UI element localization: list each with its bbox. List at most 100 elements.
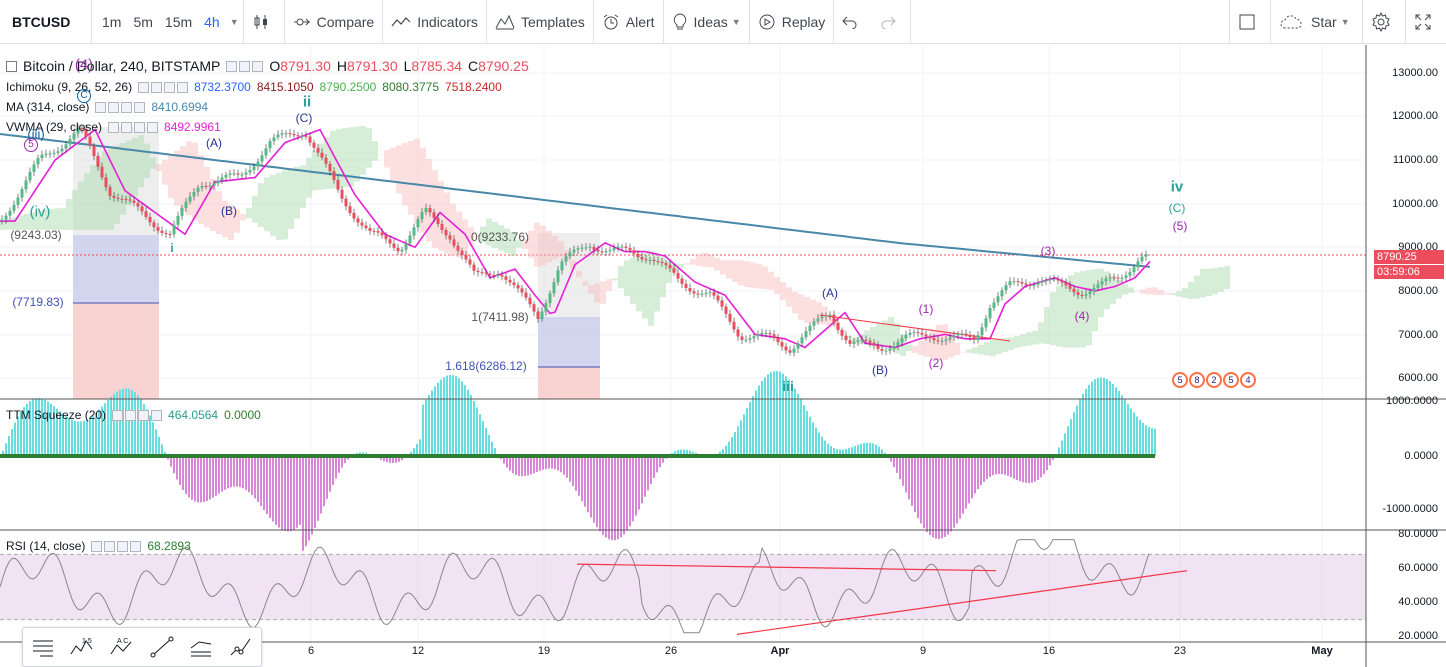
polyline-icon[interactable] xyxy=(188,636,214,658)
squeeze-bar xyxy=(1028,456,1030,484)
squeeze-bar xyxy=(164,451,166,456)
undo-icon xyxy=(842,16,857,29)
squeeze-bar xyxy=(179,456,181,486)
candle-body xyxy=(208,185,212,187)
events-badges[interactable]: 5 8 2 5 4 xyxy=(1172,372,1256,388)
more-icon[interactable] xyxy=(147,121,159,133)
candle-body xyxy=(184,201,188,209)
indicators-button[interactable]: Indicators xyxy=(383,0,487,44)
event-badge[interactable]: 2 xyxy=(1206,372,1222,388)
candle-body xyxy=(564,256,568,262)
rsi-legend[interactable]: RSI (14, close) 68.2893 xyxy=(6,539,191,553)
redo-button[interactable] xyxy=(872,0,912,44)
cloud-segment xyxy=(1152,287,1158,295)
cloud-segment xyxy=(6,219,12,230)
squeeze-bar xyxy=(68,418,70,456)
settings-small-icon[interactable] xyxy=(151,81,163,93)
settings-small-icon[interactable] xyxy=(121,121,133,133)
wave-12345-icon[interactable]: 1 5 xyxy=(69,636,95,658)
settings-button[interactable] xyxy=(1363,0,1406,44)
price-chart[interactable] xyxy=(0,45,1446,667)
source-icon[interactable] xyxy=(121,101,133,113)
ma-legend[interactable]: MA (314, close) 8410.6994 xyxy=(6,100,208,114)
squeeze-bar xyxy=(398,456,400,462)
cloud-segment xyxy=(228,205,234,240)
cloud-segment xyxy=(60,208,66,230)
vwma-legend[interactable]: VWMA (29, close) 8492.9961 xyxy=(6,120,221,134)
source-icon[interactable] xyxy=(134,121,146,133)
squeeze-bar xyxy=(635,456,637,516)
squeeze-bar xyxy=(893,456,895,468)
trendline-icon[interactable] xyxy=(149,636,175,658)
settings-small-icon[interactable] xyxy=(239,60,251,72)
squeeze-bar xyxy=(272,456,274,522)
eye-icon[interactable] xyxy=(95,101,107,113)
event-badge[interactable]: 5 xyxy=(1172,372,1188,388)
settings-small-icon[interactable] xyxy=(125,409,137,421)
squeeze-bar xyxy=(140,399,142,456)
more-icon[interactable] xyxy=(130,540,142,552)
settings-small-icon[interactable] xyxy=(108,101,120,113)
source-icon[interactable] xyxy=(164,81,176,93)
replay-button[interactable]: Replay xyxy=(750,0,835,44)
compare-button[interactable]: Compare xyxy=(285,0,384,44)
templates-icon xyxy=(495,14,515,29)
event-badge[interactable]: 8 xyxy=(1189,372,1205,388)
eye-icon[interactable] xyxy=(226,60,238,72)
more-icon[interactable] xyxy=(151,409,163,421)
event-badge[interactable]: 4 xyxy=(1240,372,1256,388)
chart-type-button[interactable] xyxy=(244,0,285,44)
squeeze-bar xyxy=(425,399,427,456)
candle-body xyxy=(28,171,32,181)
ichimoku-legend[interactable]: Ichimoku (9, 26, 52, 26) 8732.3700 8415.… xyxy=(6,80,502,94)
chart-area[interactable]: Bitcoin / Dollar, 240, BITSTAMP O8791.30… xyxy=(0,45,1446,667)
ohlc-close: C8790.25 xyxy=(468,58,529,74)
candle-body xyxy=(668,265,672,269)
ideas-button[interactable]: Ideas ▼ xyxy=(664,0,750,44)
event-badge[interactable]: 5 xyxy=(1223,372,1239,388)
symbol-search[interactable]: BTCUSD xyxy=(0,0,92,44)
lines-icon[interactable] xyxy=(30,636,56,658)
vwma-line xyxy=(0,128,1151,349)
more-icon[interactable] xyxy=(252,60,264,72)
collapse-icon[interactable] xyxy=(6,60,17,72)
settings-small-icon[interactable] xyxy=(104,540,116,552)
candle-body xyxy=(1080,294,1084,296)
interval-4h[interactable]: 4h xyxy=(204,13,220,30)
squeeze-bar xyxy=(854,445,856,456)
squeeze-bar xyxy=(944,456,946,537)
interval-5m[interactable]: 5m xyxy=(133,13,153,30)
chevron-down-icon[interactable]: ▼ xyxy=(1340,16,1350,27)
eye-icon[interactable] xyxy=(138,81,150,93)
source-icon[interactable] xyxy=(117,540,129,552)
wave-abc-icon[interactable]: A C xyxy=(109,636,135,658)
interval-1m[interactable]: 1m xyxy=(102,13,122,30)
more-icon[interactable] xyxy=(177,81,189,93)
alert-button[interactable]: Alert xyxy=(594,0,664,44)
candle-body xyxy=(732,321,736,330)
eye-icon[interactable] xyxy=(112,409,124,421)
source-icon[interactable] xyxy=(138,409,150,421)
path-icon[interactable] xyxy=(228,636,254,658)
squeeze-bar xyxy=(77,421,79,456)
templates-button[interactable]: Templates xyxy=(487,0,594,44)
chevron-down-icon[interactable]: ▼ xyxy=(229,16,239,27)
fullscreen-layout-button[interactable] xyxy=(1229,0,1271,44)
candle-body xyxy=(480,272,484,274)
star-button[interactable]: Star ▼ xyxy=(1271,0,1363,44)
cloud-segment xyxy=(390,147,396,181)
squeeze-bar xyxy=(554,456,556,470)
ttm-legend[interactable]: TTM Squeeze (20) 464.0564 0.0000 xyxy=(6,408,261,422)
eye-icon[interactable] xyxy=(91,540,103,552)
chevron-down-icon[interactable]: ▼ xyxy=(731,16,741,27)
fullscreen-button[interactable] xyxy=(1406,0,1446,44)
more-icon[interactable] xyxy=(134,101,146,113)
undo-button[interactable] xyxy=(834,0,872,44)
interval-15m[interactable]: 15m xyxy=(164,13,193,30)
candle-body xyxy=(224,174,228,178)
eye-icon[interactable] xyxy=(108,121,120,133)
squeeze-bar xyxy=(722,449,724,456)
squeeze-bar xyxy=(311,456,313,535)
cloud-segment xyxy=(612,278,618,281)
candle-body xyxy=(488,273,492,275)
